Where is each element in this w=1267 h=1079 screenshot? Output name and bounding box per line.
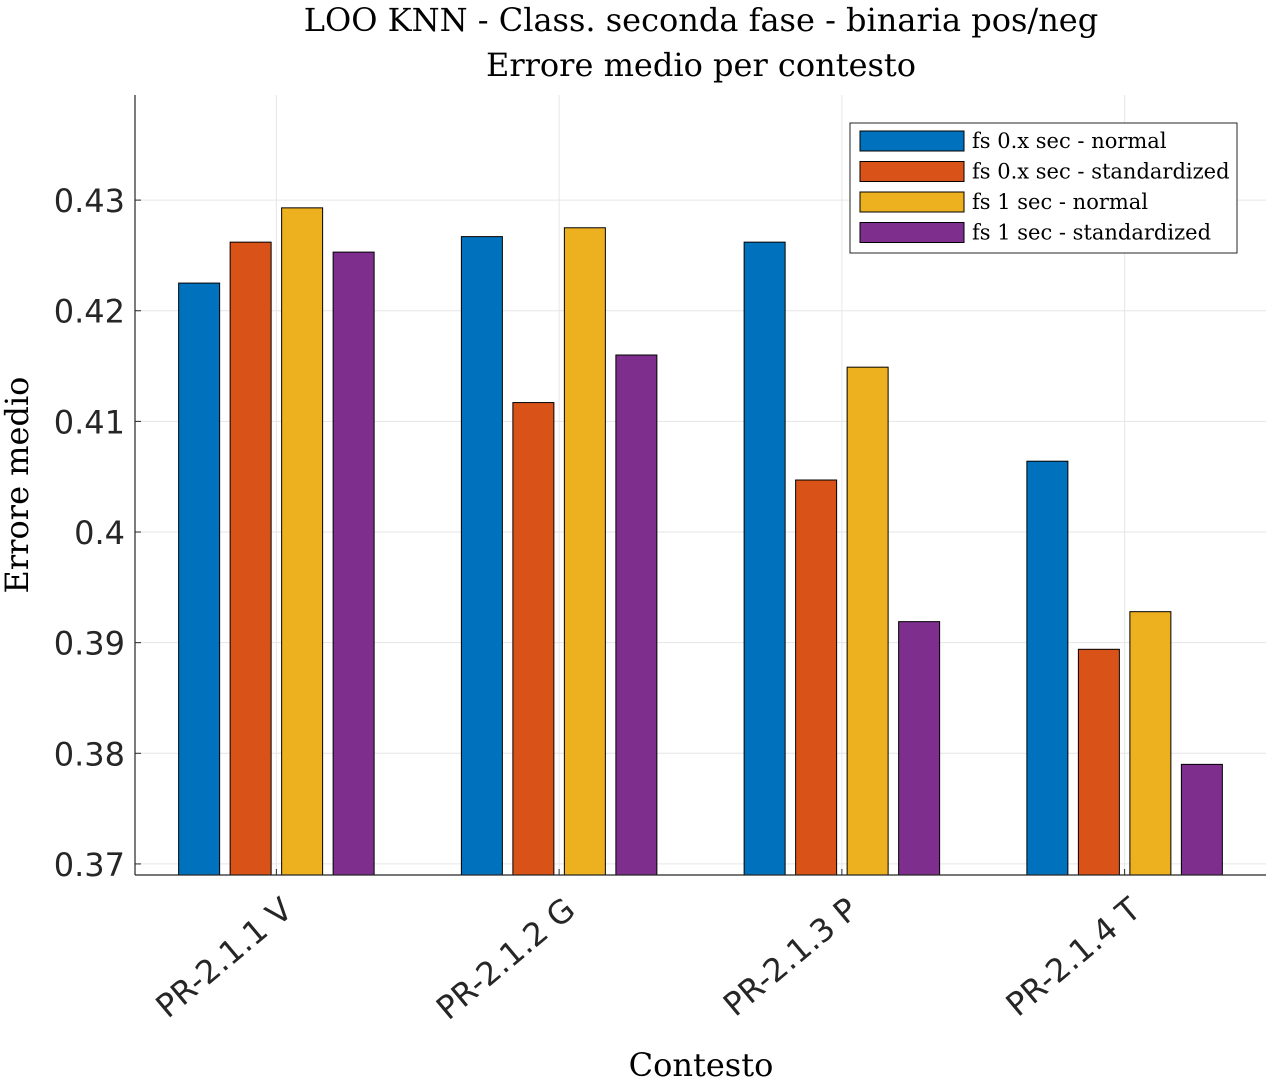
bar xyxy=(1180,763,1223,876)
bar xyxy=(332,251,375,876)
bar xyxy=(512,402,555,876)
x-axis-label: Contesto xyxy=(629,1046,774,1079)
legend-swatch xyxy=(859,130,965,152)
bar xyxy=(229,241,272,876)
legend-swatch xyxy=(859,222,965,243)
bar xyxy=(178,282,221,876)
chart-subtitle: Errore medio per contesto xyxy=(486,46,916,84)
grid-lines xyxy=(135,95,1266,875)
bar xyxy=(795,479,838,876)
bar xyxy=(1026,460,1069,876)
x-tick-label: PR-2.1.4 T xyxy=(999,890,1149,1024)
x-tick-label: PR-2.1.3 P xyxy=(716,890,865,1024)
y-tick-label: 0.39 xyxy=(54,625,125,663)
chart-title: LOO KNN - Class. seconda fase - binaria … xyxy=(304,1,1098,39)
bar xyxy=(898,621,941,876)
bar xyxy=(1129,611,1172,876)
legend-label: fs 0.x sec - normal xyxy=(972,129,1167,153)
y-tick-labels: 0.37 0.38 0.39 0.4 0.41 0.42 0.43 xyxy=(54,182,125,884)
bar xyxy=(743,241,786,876)
y-tick-label: 0.43 xyxy=(54,182,125,220)
y-tick-label: 0.42 xyxy=(54,293,125,331)
bar xyxy=(1077,648,1120,876)
bar xyxy=(460,236,503,876)
legend-label: fs 1 sec - normal xyxy=(972,190,1148,214)
legend: fs 0.x sec - normal fs 0.x sec - standard… xyxy=(849,122,1238,254)
bar xyxy=(615,354,658,876)
axes xyxy=(134,95,1266,876)
y-tick-label: 0.4 xyxy=(74,514,125,552)
y-tick-label: 0.41 xyxy=(54,403,125,441)
x-tick-label: PR-2.1.2 G xyxy=(429,890,582,1027)
y-axis-label: Errore medio xyxy=(0,377,36,594)
legend-label: fs 1 sec - standardized xyxy=(972,221,1211,245)
y-tick-label: 0.38 xyxy=(54,735,125,773)
legend-swatch xyxy=(859,161,965,182)
legend-swatch xyxy=(859,191,965,213)
x-tick-labels: PR-2.1.1 V PR-2.1.2 G PR-2.1.3 P PR-2.1.4 T xyxy=(148,890,1148,1027)
bar xyxy=(281,207,324,876)
x-tick-label: PR-2.1.1 V xyxy=(148,890,299,1025)
legend-label: fs 0.x sec - standardized xyxy=(972,160,1230,184)
bar xyxy=(563,227,606,876)
bars xyxy=(178,207,1223,876)
bar xyxy=(846,366,889,876)
y-tick-label: 0.37 xyxy=(54,846,125,884)
